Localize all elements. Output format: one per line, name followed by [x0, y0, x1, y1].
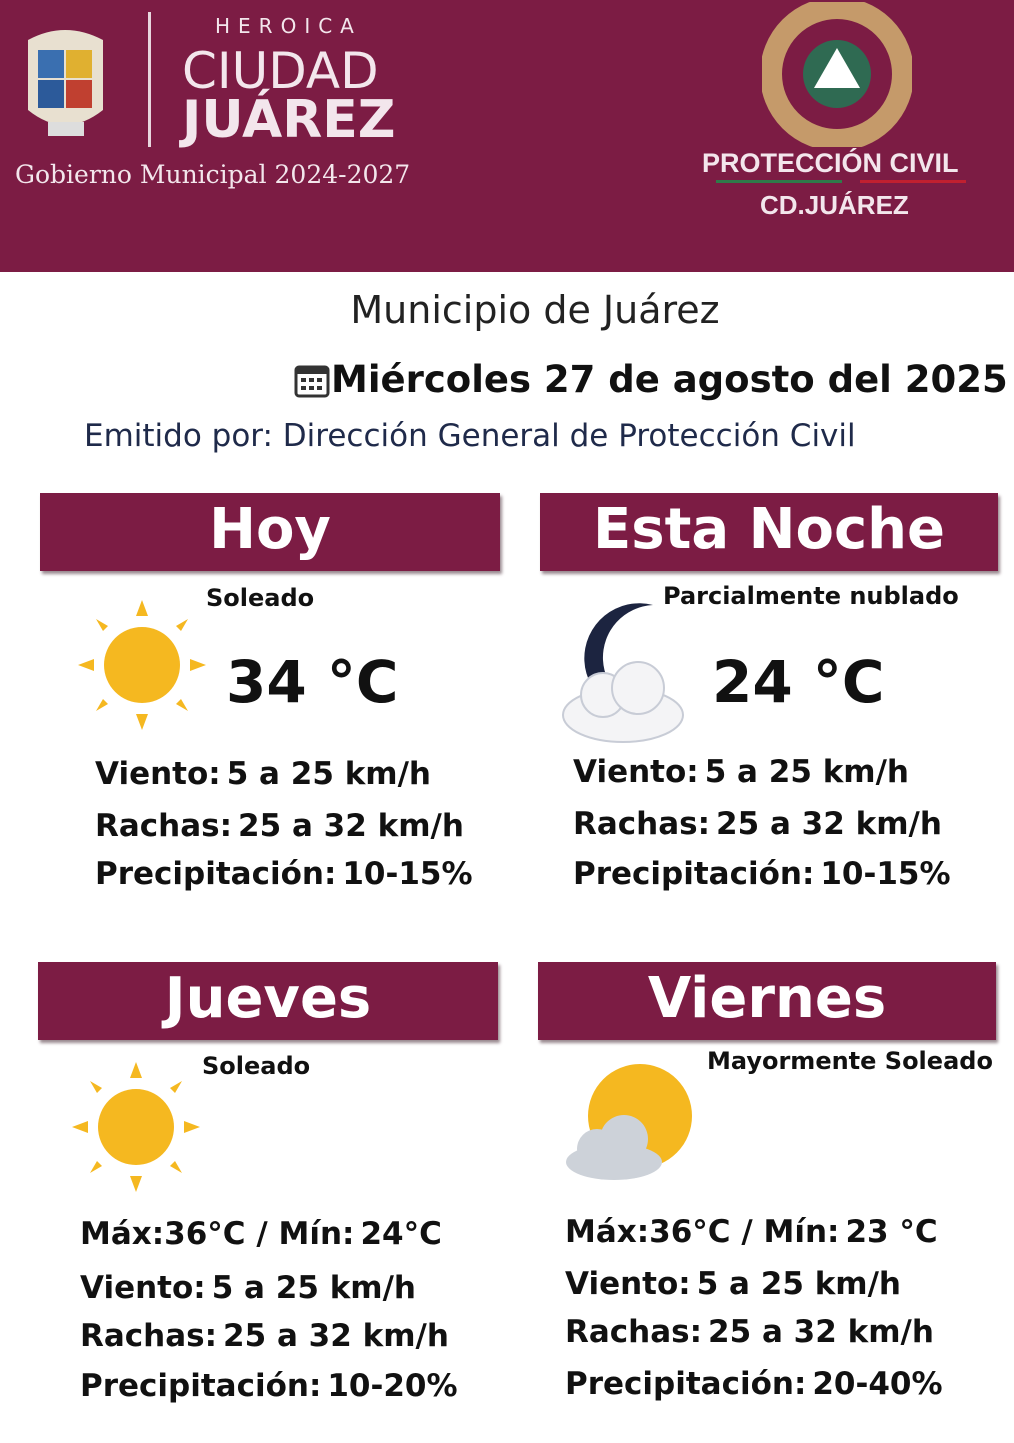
min-value: 24°C — [360, 1216, 442, 1252]
temperature: 24 °C — [712, 648, 885, 716]
precip-label: Precipitación: — [95, 856, 337, 892]
max-label: Máx: — [80, 1216, 165, 1252]
precip-value: 10-15% — [342, 856, 473, 892]
red-stripe — [860, 180, 966, 183]
gusts-value: 25 a 32 km/h — [238, 808, 464, 844]
date-line: Miércoles 27 de agosto del 2025 — [293, 358, 1008, 401]
wind-value: 5 a 25 km/h — [696, 1266, 902, 1302]
max-min-row: Máx:36°C / Mín: 24°C — [80, 1216, 442, 1252]
condition: Soleado — [202, 1052, 311, 1080]
gusts-label: Rachas: — [95, 808, 233, 844]
wind-value: 5 a 25 km/h — [211, 1270, 417, 1306]
moon-cloud-icon — [562, 603, 684, 743]
wind-row: Viento: 5 a 25 km/h — [95, 756, 431, 792]
gusts-label: Rachas: — [565, 1314, 703, 1350]
heroica-text: HEROICA — [215, 14, 362, 38]
sun-icon — [78, 600, 206, 730]
gusts-value: 25 a 32 km/h — [223, 1318, 449, 1354]
precip-value: 10-20% — [327, 1368, 458, 1404]
precip-value: 20-40% — [812, 1366, 943, 1402]
max-label: Máx: — [565, 1214, 650, 1250]
green-stripe — [716, 180, 842, 183]
government-text: Gobierno Municipal 2024-2027 — [15, 160, 411, 189]
wind-row: Viento: 5 a 25 km/h — [573, 754, 909, 790]
wind-row: Viento: 5 a 25 km/h — [80, 1270, 416, 1306]
coat-of-arms-logo — [28, 30, 103, 136]
precip-row: Precipitación: 10-20% — [80, 1368, 458, 1404]
precip-row: Precipitación: 10-15% — [573, 856, 951, 892]
page-title: Municipio de Juárez — [350, 288, 720, 332]
proteccion-civil-logo — [762, 2, 912, 147]
wind-value: 5 a 25 km/h — [226, 756, 432, 792]
wind-label: Viento: — [573, 754, 699, 790]
precip-row: Precipitación: 20-40% — [565, 1366, 943, 1402]
precip-label: Precipitación: — [80, 1368, 322, 1404]
condition: Mayormente Soleado — [707, 1047, 993, 1075]
gusts-label: Rachas: — [573, 806, 711, 842]
panel-title-viernes: Viernes — [538, 962, 996, 1040]
wind-label: Viento: — [80, 1270, 206, 1306]
sun-cloud-icon — [566, 1064, 692, 1180]
gusts-value: 25 a 32 km/h — [708, 1314, 934, 1350]
condition: Soleado — [206, 584, 315, 612]
precip-label: Precipitación: — [573, 856, 815, 892]
wind-row: Viento: 5 a 25 km/h — [565, 1266, 901, 1302]
gusts-row: Rachas: 25 a 32 km/h — [95, 808, 464, 844]
panel-title-esta-noche: Esta Noche — [540, 493, 998, 571]
precip-value: 10-15% — [820, 856, 951, 892]
gusts-label: Rachas: — [80, 1318, 218, 1354]
max-value: 36°C / — [164, 1216, 268, 1252]
header-banner: HEROICA CIUDAD JUÁREZ Gobierno Municipal… — [0, 0, 1014, 272]
panel-title-jueves: Jueves — [38, 962, 498, 1040]
gusts-value: 25 a 32 km/h — [716, 806, 942, 842]
wind-value: 5 a 25 km/h — [704, 754, 910, 790]
calendar-icon — [294, 365, 330, 397]
pc-title: PROTECCIÓN CIVIL — [702, 148, 959, 178]
precip-label: Precipitación: — [565, 1366, 807, 1402]
wind-label: Viento: — [565, 1266, 691, 1302]
sun-icon — [72, 1062, 200, 1192]
gusts-row: Rachas: 25 a 32 km/h — [565, 1314, 934, 1350]
precip-row: Precipitación: 10-15% — [95, 856, 473, 892]
pc-subtitle: CD.JUÁREZ — [760, 190, 909, 220]
max-min-row: Máx:36°C / Mín: 23 °C — [565, 1214, 938, 1250]
wind-label: Viento: — [95, 756, 221, 792]
panel-title-hoy: Hoy — [40, 493, 500, 571]
temperature: 34 °C — [226, 648, 399, 716]
min-label: Mín: — [763, 1214, 840, 1250]
min-value: 23 °C — [845, 1214, 938, 1250]
date-text: Miércoles 27 de agosto del 2025 — [331, 358, 1008, 401]
max-value: 36°C / — [649, 1214, 753, 1250]
gusts-row: Rachas: 25 a 32 km/h — [80, 1318, 449, 1354]
condition: Parcialmente nublado — [663, 582, 959, 610]
juarez-text: JUÁREZ — [182, 90, 396, 150]
issued-by: Emitido por: Dirección General de Protec… — [84, 418, 856, 454]
gusts-row: Rachas: 25 a 32 km/h — [573, 806, 942, 842]
ciudad-text: CIUDAD — [182, 42, 379, 100]
divider — [148, 12, 151, 147]
min-label: Mín: — [278, 1216, 355, 1252]
